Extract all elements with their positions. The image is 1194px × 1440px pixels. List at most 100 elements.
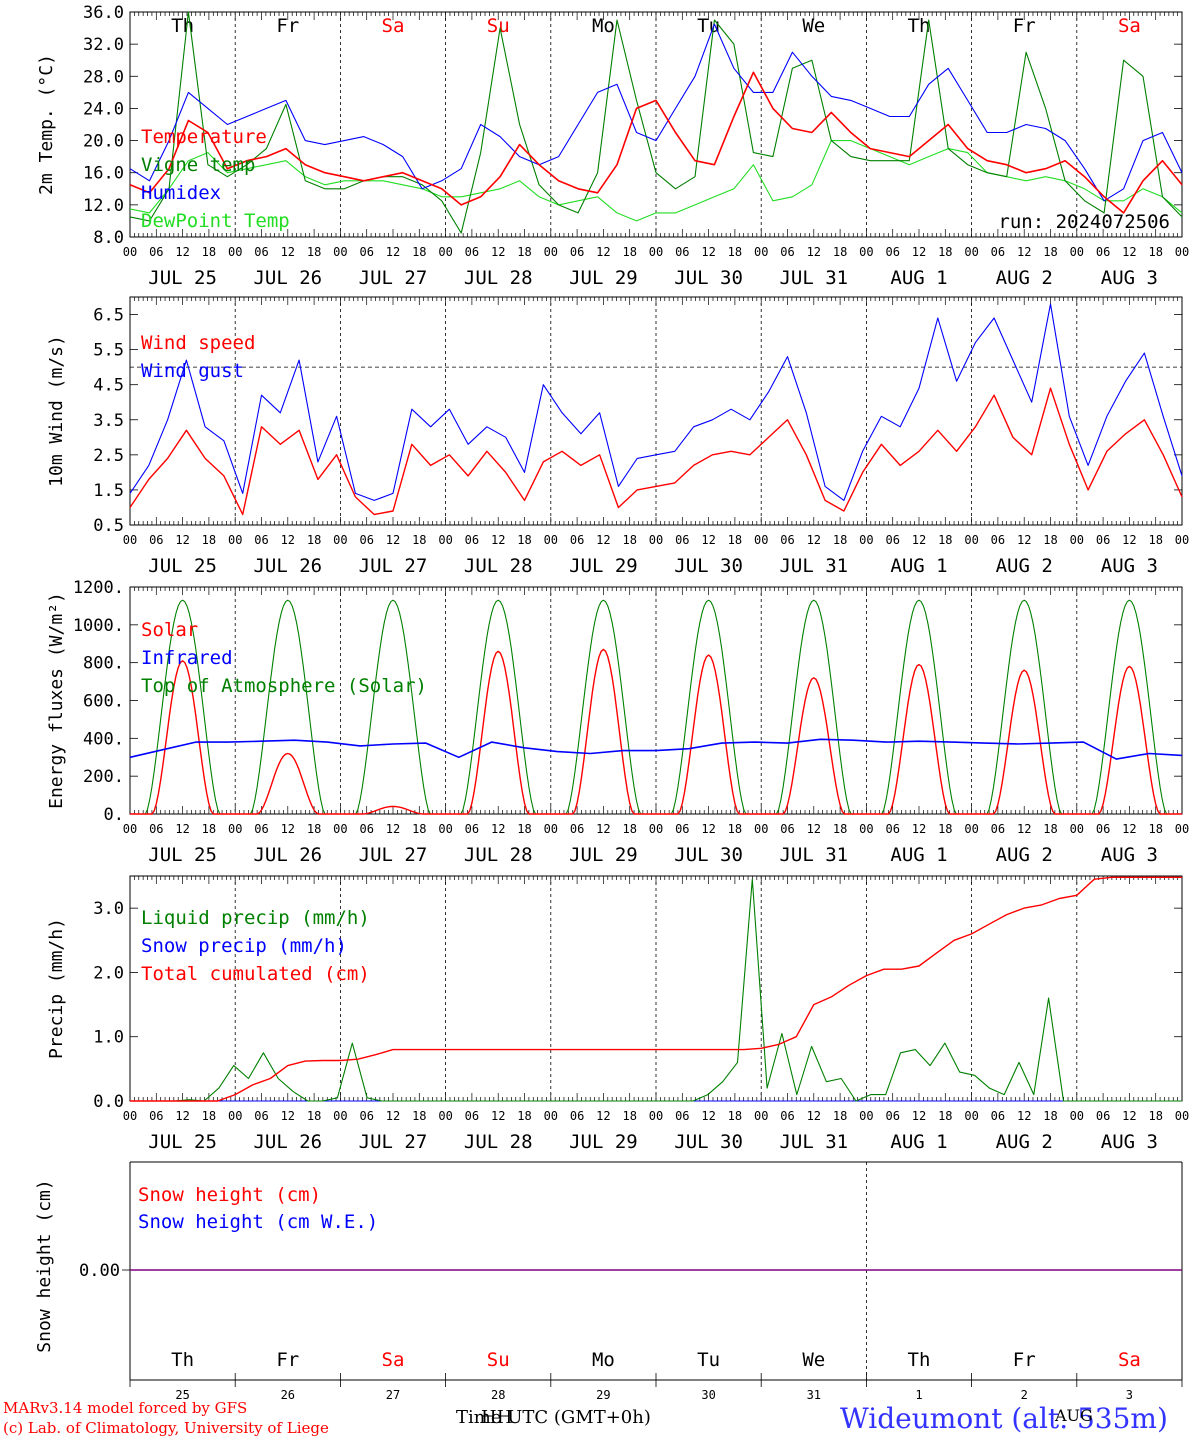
day-name: Mo <box>592 1349 615 1371</box>
date-label: AUG 1 <box>890 267 947 289</box>
hour-tick-label: 00 <box>754 822 768 836</box>
hour-tick-label: 06 <box>780 1109 794 1123</box>
hour-tick-label: 06 <box>675 1109 689 1123</box>
hour-tick-label: 00 <box>859 533 873 547</box>
day-number: 1 <box>915 1388 922 1402</box>
hour-tick-label: 00 <box>544 245 558 259</box>
day-number: 26 <box>281 1388 295 1402</box>
hour-tick-label: 00 <box>544 1109 558 1123</box>
hour-tick-label: 06 <box>465 245 479 259</box>
y-tick-label: 8.0 <box>93 228 124 248</box>
hour-tick-label: 12 <box>386 1109 400 1123</box>
hour-tick-label: 06 <box>885 533 899 547</box>
legend-entry: Infrared <box>141 647 233 669</box>
credit-model: MARv3.14 model forced by GFS <box>3 1399 248 1417</box>
date-label: AUG 3 <box>1101 555 1158 577</box>
y-tick-label: 4.5 <box>93 376 124 396</box>
hour-tick-label: 18 <box>517 822 531 836</box>
hour-tick-label: 00 <box>1175 533 1189 547</box>
hour-tick-label: 18 <box>1148 1109 1162 1123</box>
date-label: JUL 29 <box>569 267 638 289</box>
y-tick-label: 800. <box>83 654 124 674</box>
legend-entry: Temperature <box>141 126 267 148</box>
hour-tick-label: 00 <box>228 822 242 836</box>
hour-tick-label: 00 <box>754 533 768 547</box>
hour-tick-label: 12 <box>1017 533 1031 547</box>
hour-tick-label: 12 <box>596 1109 610 1123</box>
series-liquid-precip <box>130 878 1182 1102</box>
hour-tick-label: 00 <box>544 822 558 836</box>
day-name: Mo <box>592 15 615 37</box>
y-tick-label: 1.0 <box>93 1028 124 1048</box>
hour-tick-label: 06 <box>675 533 689 547</box>
hour-tick-label: 12 <box>175 822 189 836</box>
hour-tick-label: 12 <box>175 533 189 547</box>
date-label: JUL 25 <box>148 1131 217 1153</box>
legend-entry: Wind gust <box>141 360 244 382</box>
hour-tick-label: 00 <box>859 1109 873 1123</box>
hour-tick-label: 12 <box>1122 1109 1136 1123</box>
hour-tick-label: 06 <box>1096 1109 1110 1123</box>
day-name: Fr <box>1013 1349 1036 1371</box>
hour-tick-label: 18 <box>1148 822 1162 836</box>
y-axis-label: 10m Wind (m/s) <box>46 335 67 487</box>
day-number: 2 <box>1021 1388 1028 1402</box>
hour-tick-label: 06 <box>885 822 899 836</box>
date-label: JUL 27 <box>359 555 428 577</box>
hour-tick-label: 12 <box>1017 822 1031 836</box>
hour-tick-label: 00 <box>544 533 558 547</box>
date-label: JUL 30 <box>674 555 743 577</box>
hour-tick-label: 12 <box>912 1109 926 1123</box>
hour-tick-label: 00 <box>964 533 978 547</box>
hour-tick-label: 00 <box>438 1109 452 1123</box>
hour-tick-label: 00 <box>123 245 137 259</box>
hour-tick-label: 12 <box>912 822 926 836</box>
date-label: JUL 26 <box>253 267 322 289</box>
hour-tick-label: 18 <box>938 245 952 259</box>
hour-tick-label: 06 <box>780 533 794 547</box>
hour-tick-label: 00 <box>964 1109 978 1123</box>
hour-tick-label: 06 <box>991 1109 1005 1123</box>
hour-tick-label: 00 <box>1070 533 1084 547</box>
hour-tick-label: 00 <box>438 245 452 259</box>
day-number: 3 <box>1126 1388 1133 1402</box>
y-tick-label: 0. <box>104 805 124 825</box>
hour-tick-label: 18 <box>938 533 952 547</box>
series-wind-speed <box>129 387 1183 516</box>
hour-tick-label: 12 <box>491 245 505 259</box>
day-number: 29 <box>596 1388 610 1402</box>
y-tick-label: 28.0 <box>83 67 124 87</box>
y-tick-label: 1.5 <box>93 481 124 501</box>
hour-tick-label: 00 <box>1175 822 1189 836</box>
hour-tick-label: 00 <box>754 245 768 259</box>
hour-tick-label: 12 <box>386 822 400 836</box>
day-name: Th <box>171 1349 194 1371</box>
day-number: 30 <box>701 1388 715 1402</box>
series-temperature <box>129 71 1183 214</box>
day-name: Sa <box>1118 1349 1141 1371</box>
hour-tick-label: 06 <box>570 533 584 547</box>
hour-tick-label: 06 <box>570 245 584 259</box>
hour-tick-label: 00 <box>123 533 137 547</box>
date-label: JUL 31 <box>779 267 848 289</box>
month-label-bottom: AUG <box>1055 1406 1093 1425</box>
hour-tick-label: 00 <box>649 822 663 836</box>
hour-tick-label: 06 <box>885 1109 899 1123</box>
hour-tick-label: 18 <box>833 533 847 547</box>
hour-tick-label: 18 <box>307 822 321 836</box>
date-label: JUL 30 <box>674 1131 743 1153</box>
xaxis-overlap-text: HH <box>481 1407 513 1428</box>
hour-tick-label: 18 <box>833 1109 847 1123</box>
hour-tick-label: 12 <box>701 822 715 836</box>
y-tick-label: 200. <box>83 767 124 787</box>
hour-tick-label: 12 <box>701 245 715 259</box>
legend-entry: Solar <box>141 619 198 641</box>
hour-tick-label: 00 <box>123 1109 137 1123</box>
hour-tick-label: 18 <box>622 822 636 836</box>
hour-tick-label: 18 <box>1148 245 1162 259</box>
hour-tick-label: 06 <box>465 822 479 836</box>
date-label: AUG 3 <box>1101 844 1158 866</box>
y-tick-label: 5.5 <box>93 341 124 361</box>
date-label: JUL 25 <box>148 267 217 289</box>
hour-tick-label: 00 <box>1175 245 1189 259</box>
